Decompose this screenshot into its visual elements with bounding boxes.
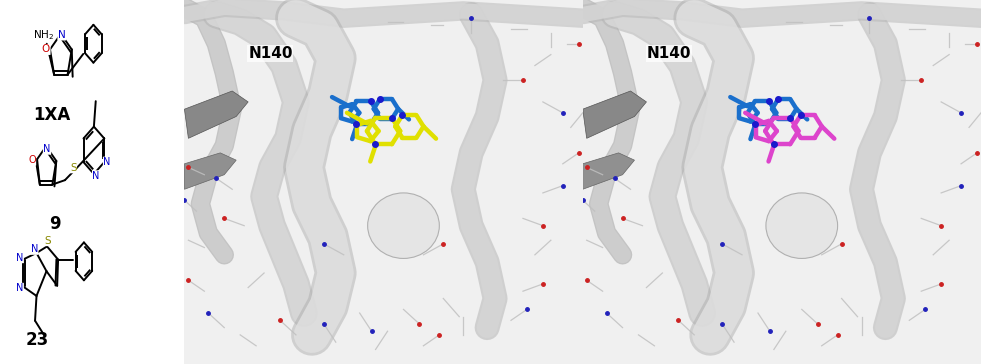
Text: N: N: [43, 144, 51, 154]
Text: 1XA: 1XA: [33, 106, 71, 124]
Text: O: O: [42, 44, 50, 55]
Text: N140: N140: [646, 46, 691, 61]
Text: N: N: [58, 30, 66, 40]
Text: NH$_2$: NH$_2$: [32, 28, 54, 42]
Text: S: S: [45, 236, 51, 246]
Polygon shape: [184, 91, 248, 138]
Text: 9: 9: [49, 215, 61, 233]
Text: N140: N140: [248, 46, 292, 61]
Ellipse shape: [368, 193, 439, 258]
Polygon shape: [583, 153, 635, 189]
Text: N: N: [92, 171, 100, 181]
Polygon shape: [583, 91, 646, 138]
Text: N: N: [103, 157, 111, 167]
Text: N: N: [16, 283, 24, 293]
Text: N: N: [16, 253, 24, 263]
Text: O: O: [28, 155, 35, 165]
Text: S: S: [70, 163, 77, 173]
Polygon shape: [184, 153, 236, 189]
Text: N: N: [30, 244, 38, 254]
Ellipse shape: [766, 193, 838, 258]
Text: 23: 23: [26, 331, 48, 349]
